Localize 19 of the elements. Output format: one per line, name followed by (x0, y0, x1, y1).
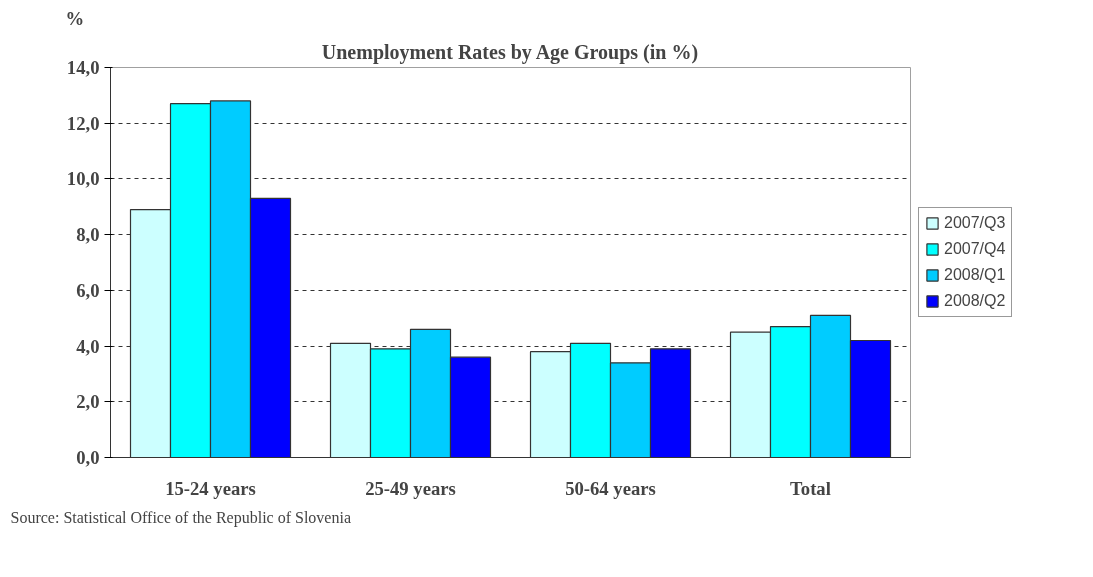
y-tick-label: 0,0 (76, 447, 100, 468)
x-tick-label: 25-49 years (365, 477, 456, 499)
y-tick-label: 10,0 (66, 168, 100, 190)
y-tick-label: 14,0 (66, 57, 100, 78)
source-note: Source: Statistical Office of the Republic of Slovenia (10, 508, 352, 527)
y-axis-title: % (65, 7, 85, 29)
legend-label: 2007/Q4 (944, 240, 1006, 258)
x-tick-label: Total (790, 477, 831, 499)
chart-title: Unemployment Rates by Age Groups (in %) (321, 40, 699, 64)
y-tick-label: 4,0 (76, 335, 100, 357)
y-tick-label: 12,0 (66, 112, 100, 134)
y-tick-label: 8,0 (76, 224, 100, 246)
legend-label: 2007/Q3 (944, 214, 1006, 232)
x-tick-label: 15-24 years (165, 477, 256, 499)
legend-label: 2008/Q1 (944, 266, 1006, 284)
x-tick-label: 50-64 years (565, 477, 656, 499)
y-tick-label: 2,0 (76, 391, 100, 413)
y-tick-label: 6,0 (76, 279, 100, 301)
legend-label: 2008/Q2 (944, 292, 1006, 310)
